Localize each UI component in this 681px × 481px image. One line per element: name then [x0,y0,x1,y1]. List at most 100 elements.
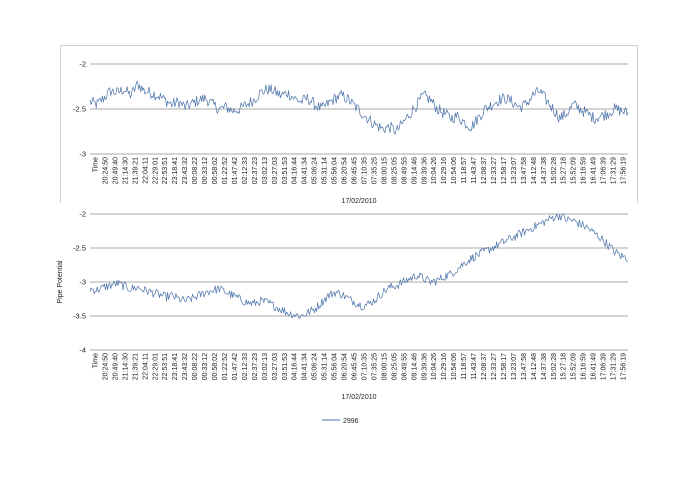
x-tick-label: 20:24:50 [102,157,109,184]
x-tick-label: 15:52:09 [571,353,578,380]
x-tick-label: 08:25:05 [391,157,398,184]
x-tick-label: 00:33:12 [202,157,209,184]
x-tick-label: 08:25:05 [391,353,398,380]
x-tick-label: 11:43:47 [471,353,478,380]
x-tick-label: 22:53:51 [162,353,169,380]
x-tick-label: 12:33:27 [491,353,498,380]
x-tick-label: 09:39:36 [421,353,428,380]
x-tick-label: 02:12:33 [242,157,249,184]
y-tick-label: -4 [79,346,86,355]
x-tick-label: 08:00:15 [381,353,388,380]
x-tick-label: 00:33:12 [202,353,209,380]
x-tick-label: 10:54:06 [451,353,458,380]
x-tick-label: 21:39:21 [132,353,139,380]
x-tick-label: 16:16:59 [581,353,588,380]
x-tick-label: 12:33:27 [491,157,498,184]
x-tick-label: 20:49:40 [112,353,119,380]
legend-label: 2996 [343,418,359,425]
x-tick-label: 12:58:17 [501,157,508,184]
x-tick-label: 13:47:58 [521,353,528,380]
x-tick-label: 01:47:42 [232,353,239,380]
x-tick-label: 04:16:44 [292,157,299,184]
y-tick-label: -2.5 [73,244,86,253]
x-tick-label: 07:35:25 [371,353,378,380]
x-tick-label: 17:31:29 [611,353,618,380]
x-tick-label: 13:23:07 [511,157,518,184]
x-tick-label: 21:39:21 [132,157,139,184]
x-tick-label: 11:43:47 [471,157,478,184]
series-line [89,81,629,135]
x-tick-label: 10:04:26 [431,157,438,184]
x-tick-label: 15:27:18 [561,157,568,184]
x-tick-label: 04:16:44 [292,353,299,380]
x-tick-label: 10:29:16 [441,353,448,380]
chart-frame [60,45,638,203]
x-tick-label: 22:53:51 [162,157,169,184]
x-tick-label: 23:18:41 [172,353,179,380]
y-tick-label: -2 [79,210,86,219]
x-tick-label: 05:31:14 [322,353,329,380]
x-tick-label: 11:18:57 [461,157,468,184]
x-tick-label: 13:47:58 [521,157,528,184]
x-tick-label: 00:08:22 [192,353,199,380]
x-tick-label: 13:23:07 [511,353,518,380]
series-line [89,213,629,319]
x-tick-label: 20:49:40 [112,157,119,184]
x-tick-label: 15:02:28 [551,157,558,184]
x-tick-label: 22:04:11 [142,157,149,184]
x-tick-label: 17:06:39 [601,157,608,184]
x-tick-label: 22:29:01 [152,157,159,184]
x-tick-label: 03:51:53 [282,353,289,380]
y-tick-label: -2.5 [73,105,86,114]
x-tick-label: 21:14:30 [122,157,129,184]
bottom-chart: -2 -2.5 -3 -3.5 -4 Pipe Potential Time 20:24:50… [57,210,629,401]
x-tick-label: 09:14:46 [411,157,418,184]
x-tick-label: 05:56:04 [332,157,339,184]
x-tick-label: 01:22:52 [222,157,229,184]
x-tick-label: 15:52:09 [571,157,578,184]
x-tick-label: 08:49:55 [401,157,408,184]
x-tick-label: 16:41:49 [591,157,598,184]
x-tick-label: 17:31:29 [611,157,618,184]
x-tick-label: 05:06:24 [312,353,319,380]
x-tick-label: 06:45:45 [352,353,359,380]
x-tick-label: 02:12:33 [242,353,249,380]
x-tick-label: 02:37:23 [252,157,259,184]
x-tick-label: 06:20:54 [342,353,349,380]
x-tick-label: 10:54:06 [451,157,458,184]
x-tick-label: Time [92,157,99,172]
x-tick-label: 06:45:45 [352,157,359,184]
x-tick-label: 03:02:13 [262,353,269,380]
x-tick-label: Time [92,353,99,368]
x-tick-label: 06:20:54 [342,157,349,184]
x-tick-label: 03:27:03 [272,157,279,184]
x-tick-label: 21:14:30 [122,353,129,380]
x-tick-label: 14:12:48 [531,157,538,184]
x-tick-label: 03:02:13 [262,157,269,184]
x-tick-label: 08:00:15 [381,157,388,184]
x-tick-label: 00:58:02 [212,353,219,380]
y-axis-title: Pipe Potential [57,260,64,304]
x-tick-label: 00:58:02 [212,157,219,184]
x-tick-label: 07:10:35 [361,353,368,380]
x-tick-label: 17:56:19 [621,157,628,184]
x-tick-label: 15:27:18 [561,353,568,380]
x-tick-label: 08:49:55 [401,353,408,380]
x-tick-label: 07:35:25 [371,157,378,184]
y-tick-label: -3 [79,278,86,287]
x-tick-label: 15:02:28 [551,353,558,380]
x-tick-label: 09:39:36 [421,157,428,184]
x-axis-title: 17/02/2010 [341,198,376,205]
y-tick-label: -3.5 [73,312,86,321]
x-tick-label: 12:08:37 [481,353,488,380]
y-tick-label: -2 [79,60,86,69]
x-tick-label: 12:58:17 [501,353,508,380]
x-tick-label: 02:37:23 [252,353,259,380]
x-tick-label: 09:14:46 [411,353,418,380]
x-tick-label: 03:51:53 [282,157,289,184]
x-tick-label: 22:04:11 [142,353,149,380]
x-tick-label: 23:43:32 [182,353,189,380]
y-tick-label: -3 [79,150,86,159]
x-tick-label: 14:37:38 [541,353,548,380]
